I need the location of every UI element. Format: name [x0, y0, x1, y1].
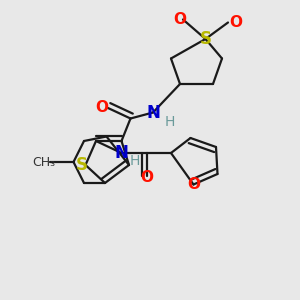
Text: O: O: [187, 177, 200, 192]
Text: S: S: [76, 156, 88, 174]
Text: CH₃: CH₃: [32, 155, 55, 169]
Text: S: S: [200, 30, 211, 48]
Text: N: N: [115, 144, 128, 162]
Text: H: H: [164, 115, 175, 128]
Text: O: O: [229, 15, 242, 30]
Text: N: N: [146, 103, 160, 122]
Text: O: O: [95, 100, 109, 116]
Text: O: O: [173, 12, 187, 27]
Text: H: H: [130, 154, 140, 168]
Text: O: O: [140, 169, 154, 184]
